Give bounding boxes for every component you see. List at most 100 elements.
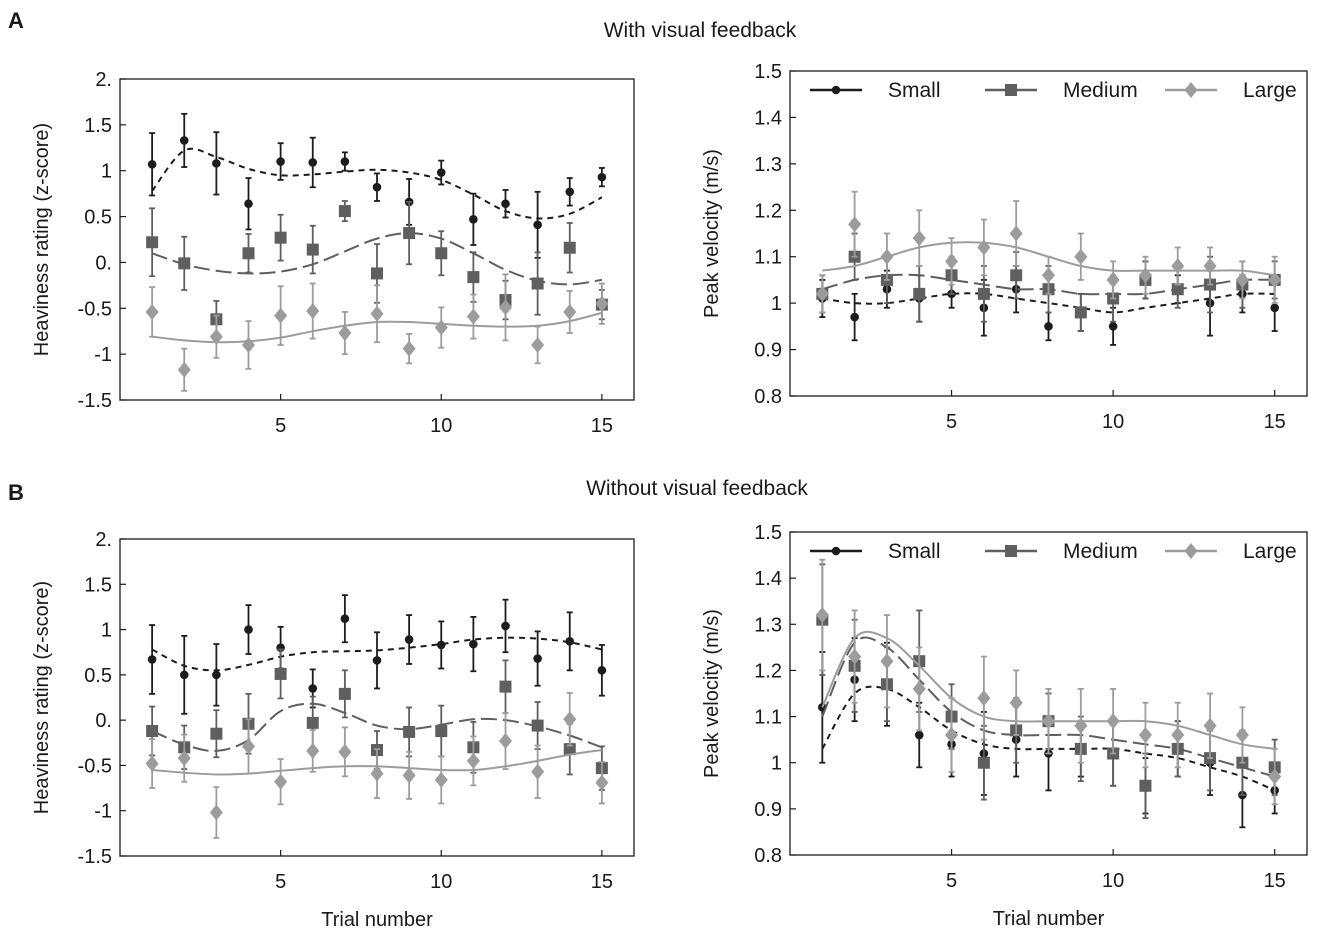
y-tick-label: 1.5 — [754, 522, 782, 544]
legend-label-small: Small — [888, 79, 941, 102]
data-point-large — [912, 230, 926, 247]
data-point-medium — [178, 257, 191, 270]
x-tick-label: 10 — [430, 871, 452, 893]
chart-a-heaviness: -1.5 -1 -0.5 0. 0.5 1 1.5 2. 5 10 15 Heaviness rati… — [31, 69, 635, 437]
data-point-small — [308, 158, 318, 167]
y-tick-label: -1.5 — [78, 390, 112, 412]
data-point-medium — [403, 725, 416, 738]
data-point-large — [880, 248, 894, 265]
series-large — [145, 273, 609, 392]
data-point-medium — [371, 267, 383, 280]
legend-marker-small — [831, 85, 841, 95]
data-point-small — [212, 670, 221, 680]
data-point-large — [145, 755, 159, 772]
data-point-small — [436, 640, 446, 650]
x-tick-label: 15 — [591, 871, 613, 893]
y-tick-label: 1 — [771, 753, 782, 775]
x-axis-label: Trial number — [321, 909, 433, 931]
data-point-medium — [1171, 283, 1184, 296]
data-point-large — [177, 361, 191, 378]
panel-letter-b: B — [8, 480, 24, 505]
data-point-medium — [210, 727, 223, 740]
y-tick-label: 1 — [101, 620, 112, 642]
data-point-large — [306, 742, 320, 759]
data-point-small — [1270, 303, 1279, 313]
legend-label-large: Large — [1243, 540, 1297, 563]
y-tick-label: 1.2 — [754, 200, 782, 222]
data-point-small — [597, 172, 607, 182]
data-point-large — [815, 285, 829, 302]
data-point-large — [1074, 248, 1088, 265]
data-point-large — [1042, 713, 1055, 730]
series-small — [147, 112, 607, 259]
data-point-large — [595, 295, 609, 312]
y-tick-label: -1 — [94, 801, 112, 823]
data-point-small — [340, 614, 350, 624]
x-tick-label: 15 — [1264, 411, 1286, 433]
data-point-large — [1268, 768, 1282, 785]
y-tick-label: 1 — [771, 293, 782, 315]
data-point-small — [501, 621, 510, 631]
plot-frame — [119, 538, 635, 857]
x-tick-label: 15 — [1264, 870, 1286, 892]
data-point-small — [565, 187, 575, 197]
y-tick-label: 1.5 — [84, 115, 112, 137]
y-tick-label: 0. — [95, 710, 112, 732]
data-point-large — [815, 607, 829, 624]
y-axis-label: Peak velocity (m/s) — [701, 609, 723, 778]
data-point-medium — [274, 231, 287, 244]
data-point-large — [1235, 727, 1249, 744]
y-tick-label: 0.5 — [84, 207, 112, 229]
data-point-medium — [1074, 306, 1087, 319]
data-point-large — [242, 336, 255, 353]
y-tick-label: 1.5 — [754, 61, 782, 83]
x-tick-label: 10 — [1102, 870, 1124, 892]
data-point-medium — [1139, 779, 1152, 792]
data-point-large — [977, 690, 991, 707]
data-point-large — [338, 743, 352, 760]
data-point-large — [209, 328, 223, 345]
data-point-small — [469, 215, 478, 224]
series-large — [145, 692, 609, 839]
data-point-large — [912, 680, 926, 697]
row-title-without-feedback: Without visual feedback — [586, 477, 808, 500]
data-point-large — [402, 767, 416, 784]
data-point-large — [434, 771, 448, 788]
data-point-small — [147, 655, 157, 664]
y-tick-label: 1.1 — [754, 707, 782, 729]
plot-frame — [789, 531, 1308, 856]
data-point-small — [308, 684, 318, 693]
data-point-small — [469, 639, 478, 649]
trend-line-small — [151, 147, 603, 220]
data-point-large — [1138, 727, 1152, 744]
data-point-small — [914, 730, 924, 740]
data-point-small — [533, 654, 542, 663]
data-point-medium — [531, 719, 544, 732]
y-tick-label: 0.9 — [754, 799, 782, 821]
data-point-large — [209, 804, 223, 821]
data-point-small — [179, 670, 189, 680]
y-tick-label: 1.4 — [754, 107, 782, 129]
data-point-large — [338, 325, 352, 342]
data-point-medium — [913, 287, 926, 300]
trend-line-medium — [151, 702, 603, 752]
data-point-small — [565, 637, 575, 646]
data-point-large — [1235, 271, 1249, 288]
data-point-large — [274, 307, 288, 324]
data-point-large — [499, 299, 512, 316]
data-point-large — [1203, 717, 1217, 734]
data-point-medium — [338, 687, 351, 700]
data-point-large — [945, 253, 959, 270]
series-small — [147, 594, 607, 715]
trend-line-medium — [151, 232, 603, 286]
data-point-large — [848, 216, 862, 233]
data-point-large — [434, 319, 448, 336]
y-tick-label: -1 — [94, 344, 112, 366]
data-point-large — [1074, 717, 1088, 734]
data-point-medium — [499, 680, 512, 693]
data-point-medium — [563, 241, 576, 254]
data-point-small — [340, 157, 350, 166]
data-point-small — [212, 159, 221, 168]
y-tick-label: 1.1 — [754, 247, 782, 269]
